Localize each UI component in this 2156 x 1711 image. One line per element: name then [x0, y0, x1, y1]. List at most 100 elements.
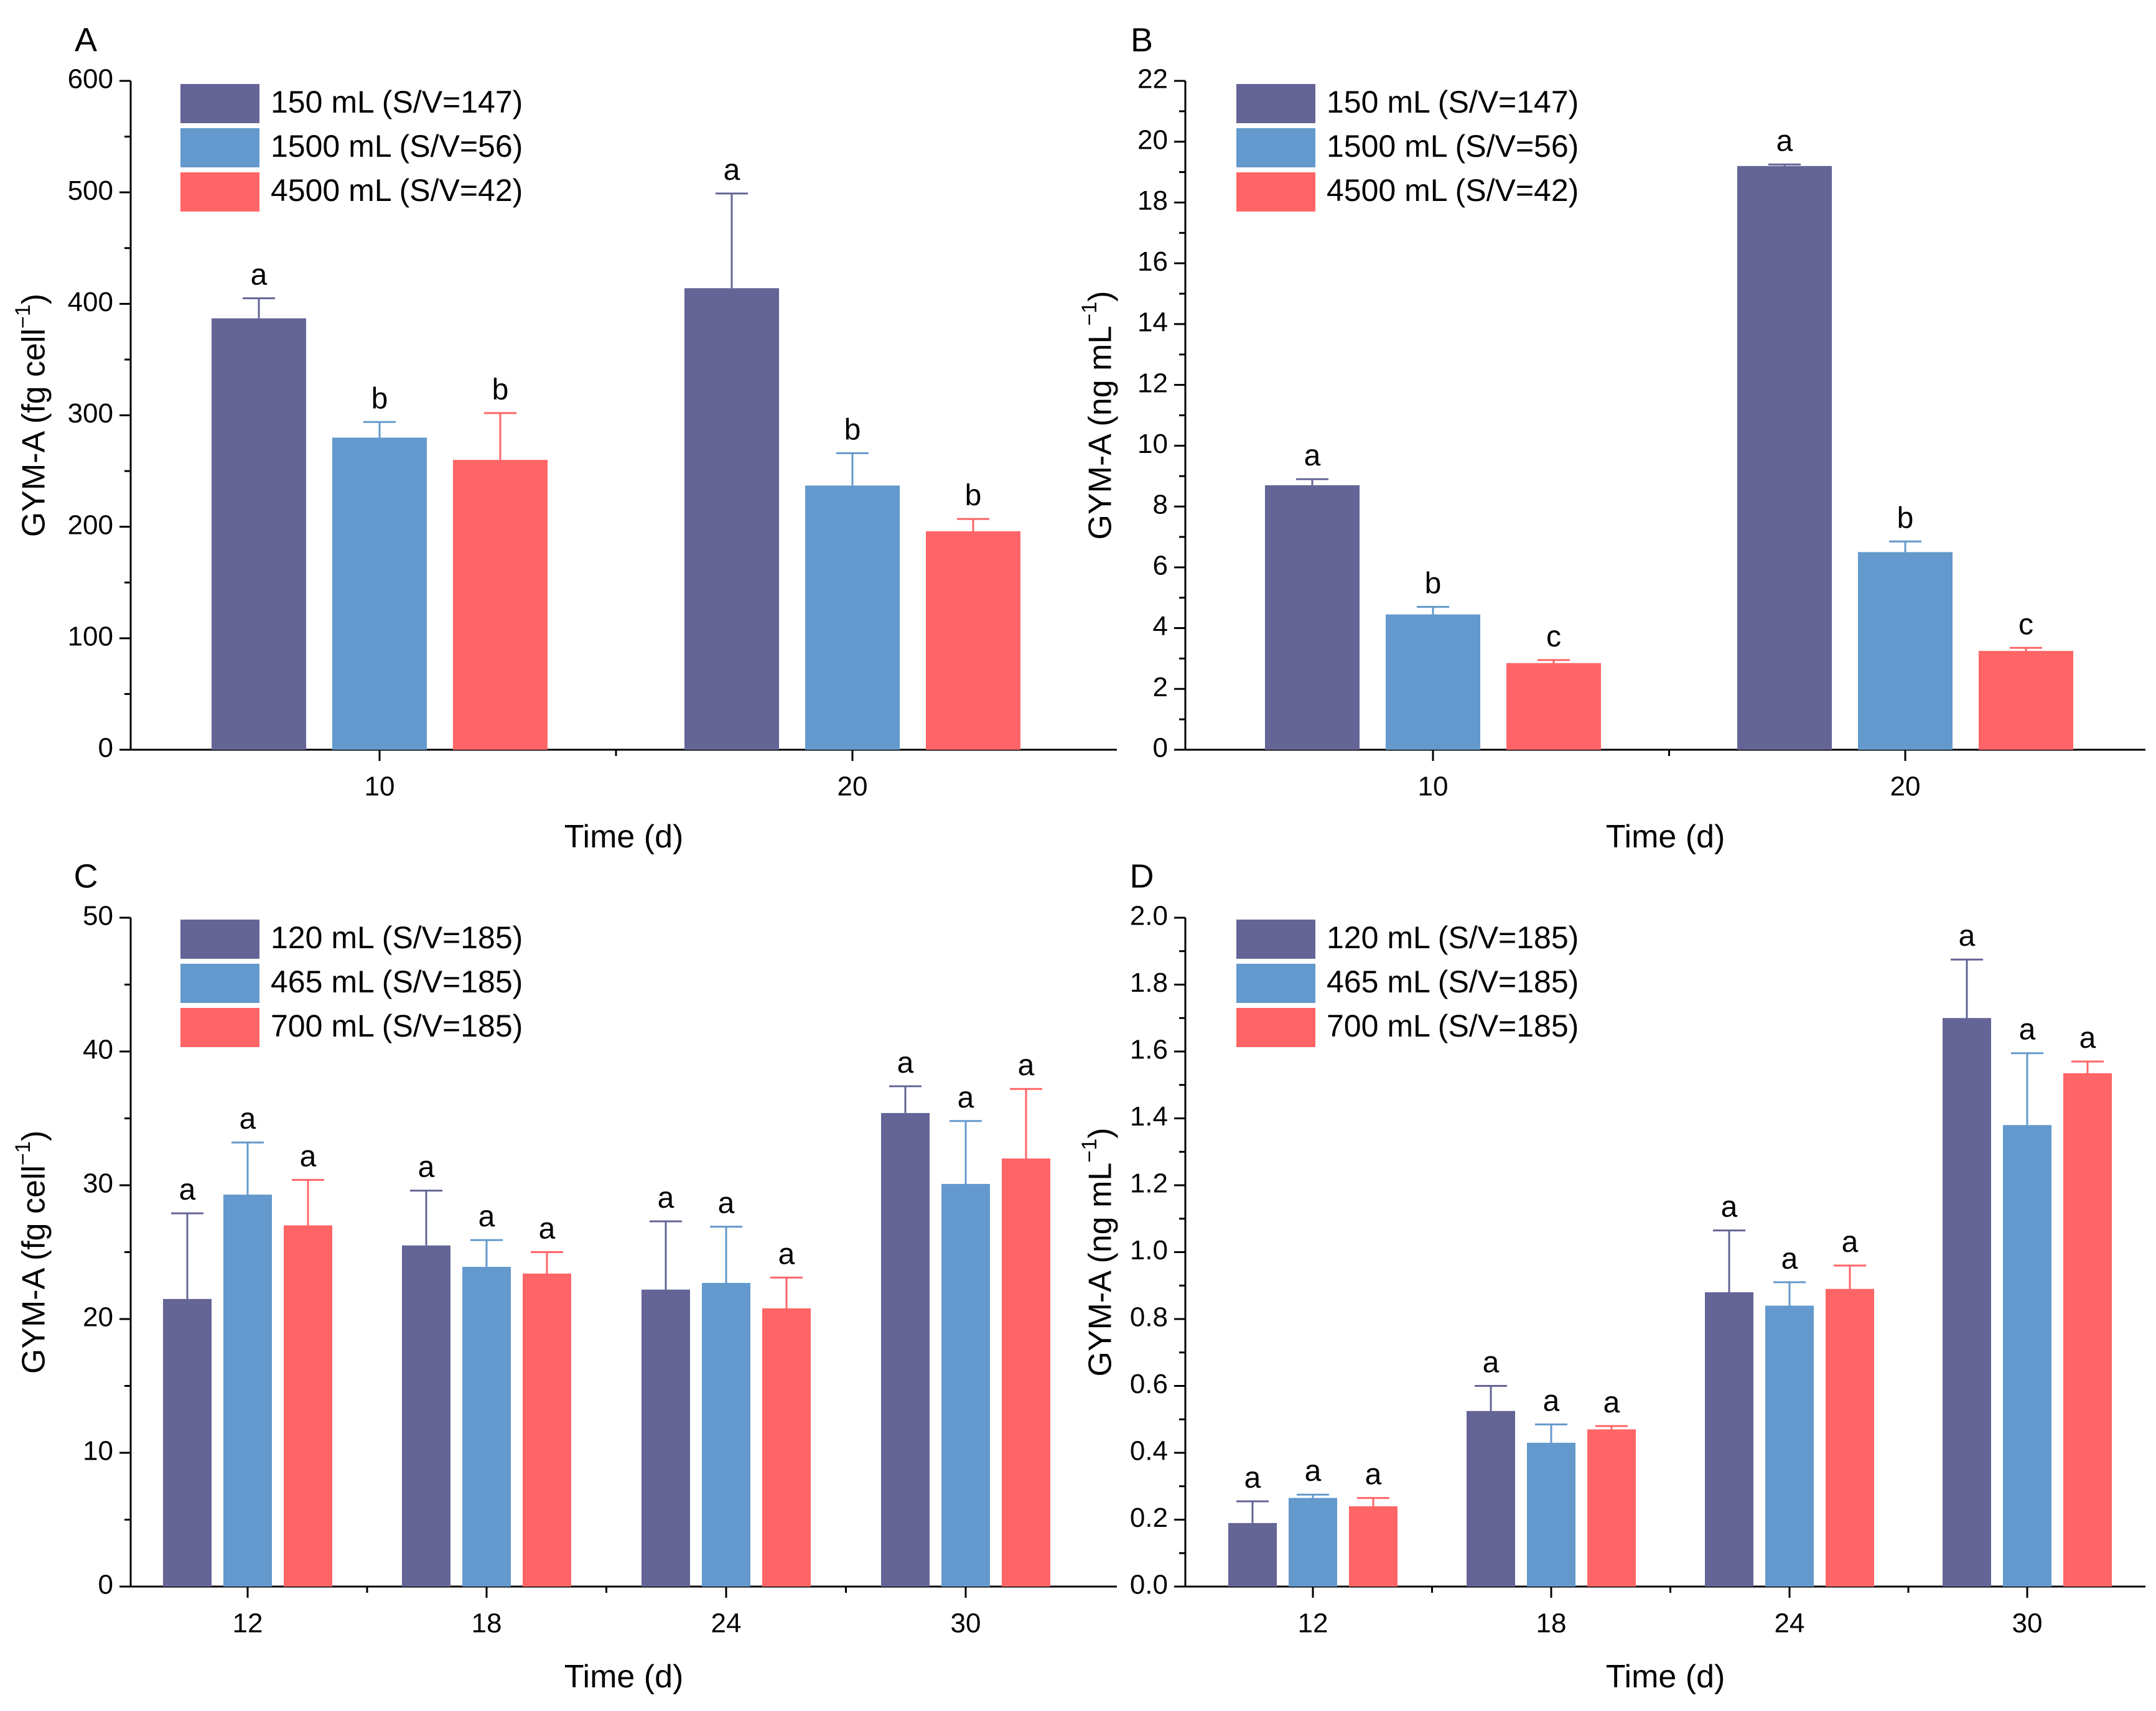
- significance-label: b: [965, 479, 982, 512]
- panel-c: C 0 10 20 30 40 50 12 18 24 30 a a a a a a a a a a a a 120 mL (…: [11, 857, 1117, 1695]
- y-axis-title: GYM-A (ng mL−1): [1078, 291, 1119, 540]
- bar: [1943, 1018, 1991, 1587]
- y-tick-label: 0.2: [1130, 1503, 1168, 1533]
- y-tick-label: 0.0: [1130, 1570, 1168, 1600]
- legend-label: 120 mL (S/V=185): [1327, 920, 1579, 955]
- y-tick-label: 1.8: [1130, 967, 1168, 998]
- significance-label: a: [897, 1047, 914, 1079]
- significance-label: a: [1603, 1386, 1620, 1419]
- legend-swatch: [1236, 964, 1315, 1003]
- legend-swatch: [1236, 84, 1315, 123]
- y-tick-label: 2: [1153, 672, 1168, 702]
- y-axis-title: GYM-A (fg cell−1): [11, 294, 52, 537]
- legend-swatch: [180, 128, 259, 167]
- significance-label: a: [300, 1140, 317, 1173]
- y-tick-label: 1.0: [1130, 1235, 1168, 1266]
- x-tick-label: 24: [711, 1608, 742, 1639]
- significance-label: a: [478, 1200, 495, 1233]
- bar: [1979, 651, 2073, 750]
- bar: [1826, 1289, 1874, 1587]
- bar: [1349, 1506, 1398, 1587]
- y-tick-label: 0: [1153, 733, 1168, 763]
- y-tick-label: 0: [98, 733, 113, 763]
- y-axis-title-superscript: −1: [11, 1141, 35, 1165]
- bar: [1265, 485, 1360, 750]
- significance-label: a: [2019, 1014, 2036, 1047]
- y-tick-label: 400: [68, 287, 113, 317]
- x-axis-title: Time (d): [564, 819, 684, 855]
- y-tick-label: 10: [1137, 429, 1168, 459]
- significance-label: b: [492, 373, 509, 406]
- legend-label: 4500 mL (S/V=42): [271, 173, 523, 208]
- significance-label: a: [1483, 1346, 1500, 1379]
- y-tick-label: 4: [1153, 611, 1168, 641]
- y-tick-label: 50: [83, 901, 113, 931]
- x-tick-label: 10: [1418, 772, 1449, 802]
- y-tick-label: 8: [1153, 490, 1168, 520]
- legend-swatch: [180, 84, 259, 123]
- bar: [332, 437, 427, 750]
- y-tick-label: 1.2: [1130, 1168, 1168, 1199]
- legend-swatch: [180, 172, 259, 212]
- panel-letter: B: [1131, 21, 1153, 58]
- significance-label: a: [1304, 439, 1321, 472]
- panel-b: B 0 2 4 6 8 10 12 14 16 18 20 22 10 20 a a b b c c 150 mL (S/…: [1078, 21, 2145, 855]
- x-tick-label: 12: [233, 1608, 263, 1639]
- significance-label: a: [418, 1151, 435, 1184]
- y-tick-label: 20: [1137, 124, 1168, 155]
- significance-label: a: [1721, 1191, 1738, 1224]
- bar: [2003, 1125, 2051, 1587]
- legend-label: 150 mL (S/V=147): [271, 85, 523, 119]
- significance-label: a: [1244, 1462, 1261, 1494]
- bar: [684, 288, 779, 750]
- bar: [462, 1267, 511, 1587]
- bar: [163, 1298, 212, 1587]
- y-axis-title-superscript: −1: [1078, 302, 1101, 326]
- bar: [1737, 166, 1832, 750]
- x-tick-label: 30: [2012, 1608, 2043, 1639]
- significance-label: a: [1776, 124, 1793, 157]
- significance-label: a: [2079, 1022, 2096, 1055]
- bar: [1705, 1292, 1753, 1587]
- bar: [1587, 1429, 1636, 1587]
- bar: [1386, 614, 1480, 750]
- significance-label: b: [844, 413, 861, 446]
- significance-label: a: [1305, 1455, 1322, 1488]
- legend-swatch: [1236, 920, 1315, 959]
- x-axis-title: Time (d): [564, 1659, 684, 1695]
- panel-a: A 0 100 200 300 400 500 600 10 20 a a b b b b 150 mL (S/…: [11, 21, 1117, 855]
- x-axis-title: Time (d): [1606, 819, 1725, 855]
- y-tick-label: 0.6: [1130, 1369, 1168, 1399]
- legend-label: 465 mL (S/V=185): [271, 964, 523, 999]
- y-tick-label: 18: [1137, 185, 1168, 216]
- bar: [702, 1282, 750, 1587]
- significance-label: a: [240, 1103, 256, 1135]
- y-axis-title: GYM-A (fg cell−1): [11, 1131, 52, 1374]
- significance-label: a: [1842, 1226, 1859, 1259]
- bar: [642, 1289, 690, 1587]
- x-tick-label: 18: [472, 1608, 502, 1639]
- bar: [1002, 1159, 1050, 1587]
- bar: [212, 318, 306, 750]
- legend-swatch: [1236, 1008, 1315, 1047]
- x-tick-label: 20: [838, 772, 868, 802]
- significance-label: a: [1781, 1242, 1798, 1275]
- significance-label: b: [1897, 501, 1914, 534]
- y-tick-label: 2.0: [1130, 901, 1168, 931]
- bar: [805, 485, 900, 750]
- significance-label: a: [658, 1182, 674, 1214]
- significance-label: a: [1959, 920, 1976, 953]
- significance-label: a: [179, 1173, 196, 1206]
- x-tick-label: 12: [1298, 1608, 1328, 1639]
- x-tick-label: 10: [365, 772, 395, 802]
- bar: [402, 1245, 450, 1587]
- bar: [523, 1273, 571, 1587]
- y-axis-title-superscript: −1: [11, 304, 35, 329]
- y-axis-title: GYM-A (ng mL−1): [1078, 1128, 1119, 1377]
- bar: [223, 1195, 272, 1587]
- significance-label: c: [2018, 608, 2033, 641]
- legend-label: 4500 mL (S/V=42): [1327, 173, 1579, 208]
- significance-label: a: [778, 1238, 795, 1270]
- bar: [453, 460, 548, 750]
- y-tick-label: 30: [83, 1168, 113, 1199]
